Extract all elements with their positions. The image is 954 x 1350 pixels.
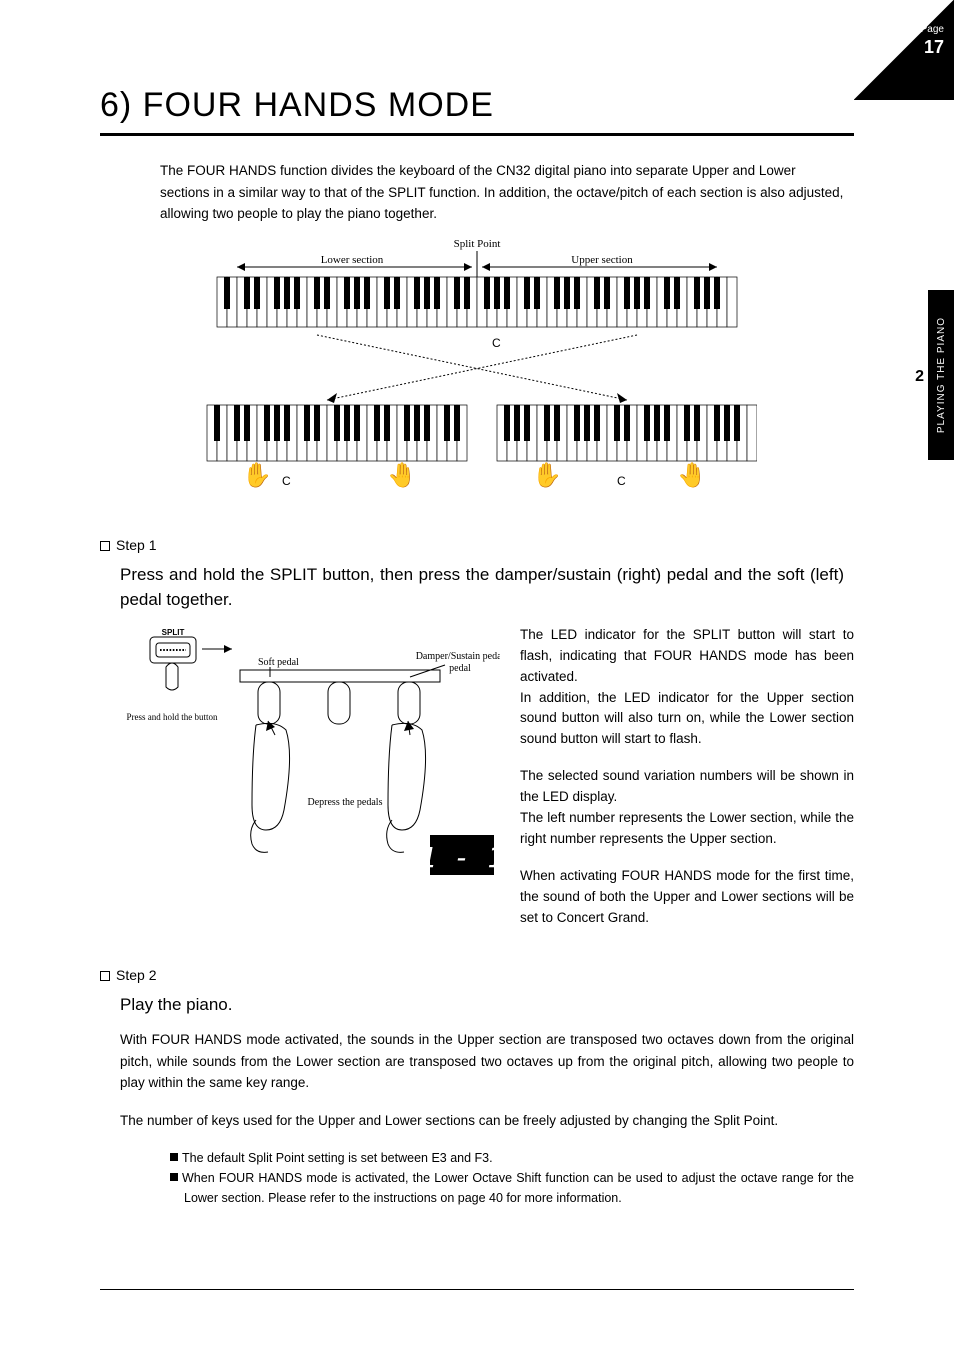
svg-text:pedal: pedal: [449, 663, 471, 674]
svg-text:Damper/Sustain pedal: Damper/Sustain pedal: [416, 651, 500, 662]
upper-keyboard: [497, 405, 757, 461]
step1-instruction: Press and hold the SPLIT button, then pr…: [120, 562, 844, 613]
step2-header: Step 2: [100, 965, 854, 986]
svg-text:SPLIT: SPLIT: [162, 628, 185, 637]
page-content: 6) FOUR HANDS MODE The FOUR HANDS functi…: [0, 0, 954, 1248]
square-bullet-icon: [170, 1173, 178, 1181]
section-title: 6) FOUR HANDS MODE: [100, 80, 854, 136]
svg-text:🤚: 🤚: [387, 461, 417, 489]
full-keyboard: [217, 277, 737, 327]
svg-text:Depress the pedals: Depress the pedals: [308, 797, 383, 808]
step2-label: Step 2: [116, 967, 156, 983]
step2-notes: The default Split Point setting is set b…: [170, 1148, 854, 1208]
section-tab: 2 PLAYING THE PIANO: [896, 290, 954, 460]
svg-text:Soft pedal: Soft pedal: [258, 657, 299, 668]
page-corner: Page 17: [854, 0, 954, 100]
upper-section-label: Upper section: [571, 254, 633, 266]
step1-label: Step 1: [116, 537, 156, 553]
c-label-top: C: [492, 336, 501, 350]
step1-header: Step 1: [100, 535, 854, 556]
step2-instruction: Play the piano.: [120, 992, 844, 1018]
checkbox-icon: [100, 541, 110, 551]
step1-explanation: The LED indicator for the SPLIT button w…: [520, 625, 854, 945]
svg-text:🤚: 🤚: [677, 461, 707, 489]
footer-rule: [100, 1289, 854, 1290]
step2-body: With FOUR HANDS mode activated, the soun…: [120, 1029, 854, 1207]
svg-text:✋: ✋: [532, 461, 562, 489]
hands-right: ✋ C 🤚: [532, 461, 707, 489]
led-display: 1 - 1: [420, 841, 500, 874]
hands-left: ✋ C 🤚: [242, 461, 417, 489]
section-tab-label: PLAYING THE PIANO: [934, 317, 949, 433]
svg-text:C: C: [617, 474, 626, 488]
keyboard-split-diagram: Split Point Lower section Upper section …: [100, 235, 854, 505]
split-point-label: Split Point: [454, 238, 501, 250]
intro-paragraph: The FOUR HANDS function divides the keyb…: [160, 160, 844, 225]
square-bullet-icon: [170, 1153, 178, 1161]
lower-keyboard: [207, 405, 467, 461]
step2-p2: The number of keys used for the Upper an…: [120, 1110, 854, 1132]
page-number: 17: [924, 34, 944, 61]
checkbox-icon: [100, 971, 110, 981]
svg-text:Press and hold the button: Press and hold the button: [127, 712, 218, 722]
section-tab-bg: PLAYING THE PIANO: [928, 290, 954, 460]
svg-text:✋: ✋: [242, 461, 272, 489]
step2-p1: With FOUR HANDS mode activated, the soun…: [120, 1029, 854, 1094]
lower-section-label: Lower section: [321, 254, 384, 266]
svg-text:C: C: [282, 474, 291, 488]
chapter-number: 2: [915, 365, 924, 389]
step1-diagram: SPLIT Press and hold the button Soft ped…: [120, 625, 500, 945]
